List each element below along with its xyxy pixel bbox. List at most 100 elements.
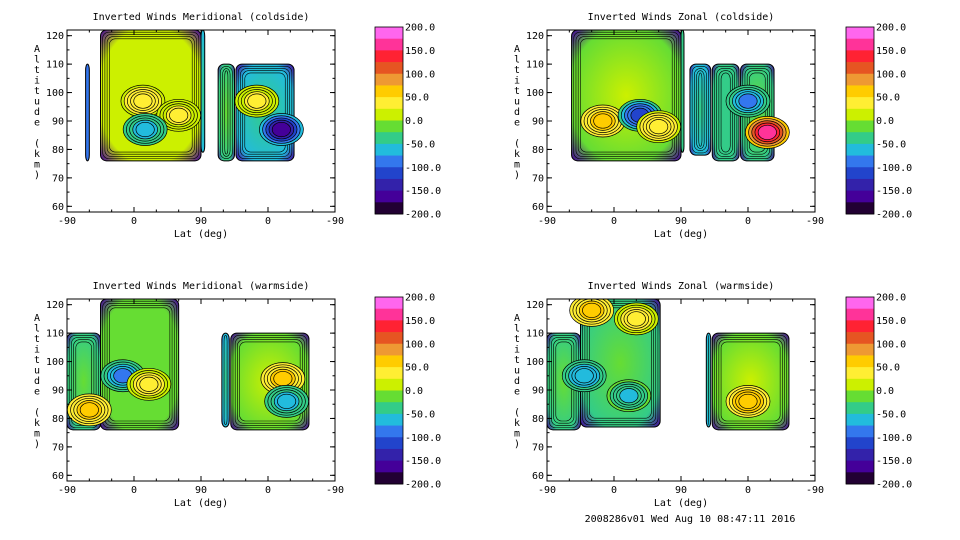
chart-panel-1: Inverted Winds Meridional (coldside) -90 0… — [34, 12, 441, 240]
x-tick-label: -90 — [538, 485, 556, 496]
contour-line — [716, 337, 785, 426]
x-tick-label: -90 — [806, 216, 824, 227]
contour-line — [240, 68, 290, 157]
colorbar-swatch — [846, 178, 874, 192]
x-tick-label: 0 — [745, 485, 751, 496]
y-tick-label: 110 — [46, 329, 64, 340]
colorbar-swatch — [846, 143, 874, 156]
colorbar-tick-label: -100.0 — [405, 433, 441, 444]
x-tick-label: 90 — [675, 216, 687, 227]
contour-line — [575, 34, 677, 157]
colorbar-swatch — [846, 85, 874, 98]
x-tick-label: 0 — [611, 485, 617, 496]
contour-line — [109, 38, 193, 153]
contour-line — [580, 38, 673, 153]
colorbar-swatch — [846, 308, 874, 321]
x-axis-label: Lat (deg) — [174, 498, 228, 509]
data-block — [217, 63, 235, 162]
colorbar-tick-label: 0.0 — [405, 116, 423, 127]
contour-extremum — [582, 302, 602, 318]
colorbar-swatch — [375, 402, 403, 415]
colorbar-swatch — [846, 155, 874, 168]
contour-field — [67, 299, 310, 431]
colorbar-swatch — [846, 402, 874, 415]
chart-title: Inverted Winds Zonal (coldside) — [588, 12, 775, 23]
y-tick-label: 120 — [46, 31, 64, 42]
colorbar-swatch — [375, 320, 403, 333]
colorbar-swatch — [375, 367, 403, 380]
chart-title: Inverted Winds Meridional (warmside) — [93, 281, 310, 292]
contour-line — [696, 70, 705, 149]
contour-line — [102, 31, 200, 159]
chart-panel-4: Inverted Winds Zonal (warmside) -90 0 90 0 -9… — [514, 281, 912, 509]
colorbar-swatch — [375, 155, 403, 168]
colorbar-swatch — [846, 332, 874, 345]
contour-line — [720, 72, 731, 153]
contour-line — [573, 31, 680, 159]
y-tick-label: 110 — [526, 329, 544, 340]
contour-line — [102, 300, 177, 428]
y-tick-label: 110 — [46, 60, 64, 71]
colorbar-swatch — [375, 97, 403, 110]
colorbar-swatch — [375, 343, 403, 356]
contour-extremum — [738, 393, 758, 409]
contour-line — [577, 36, 675, 155]
y-tick-label: 70 — [52, 442, 64, 453]
colorbar-tick-label: 50.0 — [405, 93, 429, 104]
colorbar-swatch — [375, 167, 403, 180]
colorbar-swatch — [375, 178, 403, 192]
colorbar-swatch — [846, 390, 874, 403]
contour-line — [220, 66, 233, 159]
x-tick-label: 90 — [195, 216, 207, 227]
contour-extremum — [619, 388, 639, 404]
colorbar-frame — [845, 26, 875, 215]
colorbar-swatch — [846, 120, 874, 133]
y-tick-label: 70 — [532, 442, 544, 453]
colorbar-tick-label: 100.0 — [405, 69, 435, 80]
y-tick-label: 90 — [532, 117, 544, 128]
colorbar-swatch — [375, 27, 403, 40]
colorbar-tick-label: 0.0 — [405, 386, 423, 397]
colorbar: 200.0 150.0 100.0 50.0 0.0 -50.0 -100.0 -150.0 -… — [845, 23, 912, 221]
y-tick-label: 110 — [526, 60, 544, 71]
colorbar-tick-label: -200.0 — [405, 480, 441, 491]
colorbar-tick-label: -200.0 — [405, 210, 441, 221]
colorbar-tick-label: 50.0 — [876, 363, 900, 374]
contour-line — [720, 341, 781, 422]
x-tick-label: -90 — [58, 216, 76, 227]
contour-line — [694, 68, 707, 152]
y-tick-label: 70 — [52, 173, 64, 184]
contour-line — [104, 303, 175, 426]
colorbar-tick-label: 150.0 — [876, 46, 906, 57]
x-tick-label: 0 — [611, 216, 617, 227]
colorbar-frame — [374, 296, 404, 485]
colorbar-tick-label: -50.0 — [876, 409, 906, 420]
x-tick-label: 90 — [675, 485, 687, 496]
colorbar-swatch — [375, 448, 403, 462]
y-tick-label: 80 — [52, 145, 64, 156]
contour-extremum — [277, 393, 297, 409]
x-tick-label: -90 — [58, 485, 76, 496]
contour-extremum — [133, 93, 153, 109]
contour-line — [718, 339, 783, 424]
colorbar-tick-label: 0.0 — [876, 386, 894, 397]
colorbar-swatch — [846, 132, 874, 145]
colorbar-tick-label: -150.0 — [405, 456, 441, 467]
contour-line — [106, 36, 195, 155]
colorbar-swatch — [846, 97, 874, 110]
colorbar-tick-label: 100.0 — [405, 339, 435, 350]
colorbar-swatch — [846, 297, 874, 310]
footer-timestamp: 2008286v01 Wed Aug 10 08:47:11 2016 — [584, 514, 796, 525]
colorbar-swatch — [375, 437, 403, 450]
contour-extremum — [169, 107, 189, 123]
colorbar-swatch — [375, 355, 403, 368]
colorbar-swatch — [846, 378, 874, 391]
contour-extremum — [135, 121, 155, 138]
colorbar-tick-label: 100.0 — [876, 69, 906, 80]
contour-extremum — [757, 124, 777, 140]
colorbar-frame — [374, 26, 404, 215]
colorbar-tick-label: -150.0 — [405, 186, 441, 197]
colorbar-tick-label: 0.0 — [876, 116, 894, 127]
